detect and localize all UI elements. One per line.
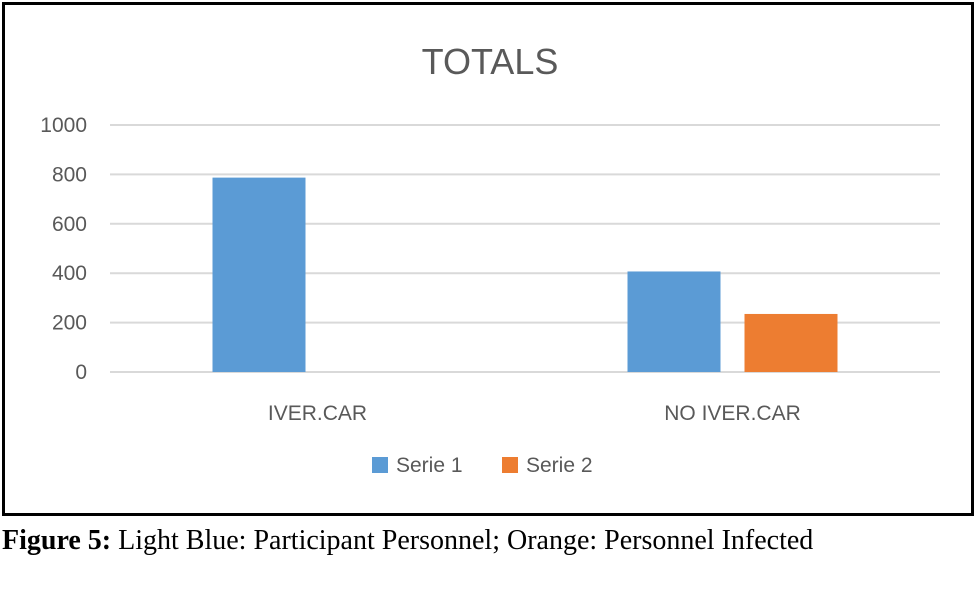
y-axis-ticks: 0 200 400 600 800 1000	[40, 114, 87, 384]
legend-label: Serie 2	[526, 454, 593, 477]
bar-serie-2-1	[744, 313, 838, 372]
bar-chart: TOTALS 0 200 400 600 800 1000 IVER.CAR NO IVER…	[40, 41, 940, 477]
bar-serie-1-1	[627, 271, 721, 372]
y-tick-label: 1000	[40, 114, 87, 137]
y-tick-label: 400	[52, 262, 87, 285]
figure-caption: Figure 5: Light Blue: Participant Person…	[2, 522, 972, 560]
caption-text: Light Blue: Participant Personnel; Orang…	[118, 525, 814, 556]
legend-swatch	[502, 457, 518, 473]
y-tick-label: 800	[52, 163, 87, 186]
x-category-label: NO IVER.CAR	[664, 402, 801, 425]
y-tick-label: 600	[52, 213, 87, 236]
legend-swatch	[372, 457, 388, 473]
bar-serie-1-0	[212, 177, 306, 372]
caption-label: Figure 5:	[2, 525, 112, 556]
y-tick-label: 0	[75, 361, 87, 384]
chart-title: TOTALS	[422, 41, 559, 82]
x-category-label: IVER.CAR	[268, 402, 367, 425]
bars	[212, 177, 838, 372]
y-tick-label: 200	[52, 312, 87, 335]
x-axis-categories: IVER.CAR NO IVER.CAR	[268, 402, 801, 425]
chart-frame: TOTALS 0 200 400 600 800 1000 IVER.CAR NO IVER…	[2, 2, 974, 516]
legend: Serie 1 Serie 2	[372, 454, 593, 477]
legend-label: Serie 1	[396, 454, 463, 477]
